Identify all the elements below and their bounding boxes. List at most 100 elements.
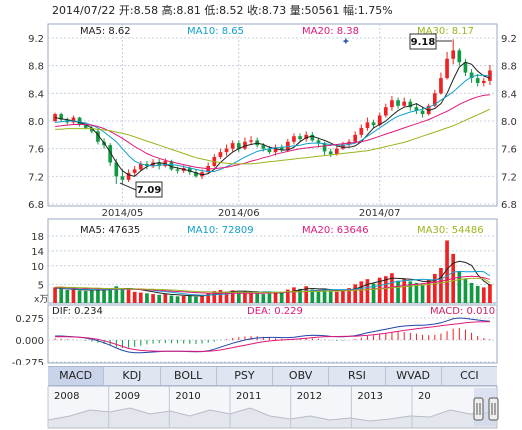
candle-body — [334, 148, 339, 155]
volume-bar — [249, 291, 253, 303]
volume-bar — [163, 294, 168, 303]
open-value: 8.58 — [133, 4, 159, 17]
volume-y-ticks: 18 14 10 5 — [31, 232, 44, 291]
candle-body — [236, 143, 241, 149]
volume-bar — [108, 288, 113, 303]
candle-body — [89, 127, 94, 132]
volume-bar — [414, 282, 419, 303]
high-label: 高: — [161, 4, 177, 17]
timeline-year-label: 2011 — [236, 391, 261, 402]
candle-body — [359, 127, 364, 135]
volume-ma20-label: MA20: 63646 — [302, 225, 369, 236]
candle-body — [200, 172, 204, 177]
volume-bar — [132, 291, 137, 303]
candle-body — [353, 134, 358, 142]
volume-ma-line — [55, 277, 491, 293]
price-xtick: 2014/06 — [218, 208, 260, 219]
volume-label: 量: — [289, 4, 305, 17]
indicator-tabs: MACD KDJ BOLL PSY OBV RSI WVAD CCI — [48, 366, 497, 386]
timeline-left-handle[interactable] — [473, 397, 484, 421]
price-ma30-label: MA30: 8.17 — [417, 26, 474, 37]
volume-bar — [359, 281, 364, 303]
low-callout-line — [119, 182, 137, 191]
price-ma20-label: MA20: 8.38 — [302, 26, 359, 37]
volume-bar — [59, 288, 64, 303]
price-ma-line — [55, 94, 490, 170]
volume-bar — [383, 276, 388, 303]
event-marker-icon: ⯌ — [342, 37, 349, 47]
candle-body — [126, 172, 131, 180]
volume-bar — [347, 288, 351, 303]
volume-bar — [481, 287, 486, 303]
candle-body — [481, 80, 486, 83]
volume-ytick: 5 — [38, 280, 44, 291]
timeline-year-label: 2013 — [357, 391, 382, 402]
volume-ma5-label: MA5: 47635 — [80, 225, 140, 236]
volume-bar — [298, 288, 302, 303]
volume-bar — [457, 271, 462, 303]
dif-label: DIF: 0.234 — [52, 306, 103, 317]
volume-bar — [89, 289, 94, 303]
candle-body — [414, 107, 419, 111]
candle-body — [175, 169, 180, 171]
volume-bar — [200, 294, 204, 303]
volume-bar — [169, 295, 174, 303]
tab-cci[interactable]: CCI — [460, 369, 479, 382]
candle-body — [457, 50, 462, 63]
tab-wvad[interactable]: WVAD — [386, 367, 442, 385]
price-ytick-right: 7.6 — [501, 145, 517, 156]
candle-body — [390, 100, 394, 108]
tab-psy[interactable]: PSY — [217, 367, 273, 385]
price-ma5-label: MA5: 8.62 — [80, 26, 131, 37]
price-y-ticks: 9.2 9.2 8.8 8.8 8.4 8.4 8.0 8.0 7.6 7.6 7.2 7.2 6.8 6… — [28, 34, 517, 211]
candle-body — [138, 163, 143, 170]
price-ytick-right: 8.8 — [501, 62, 517, 73]
change-label: 幅: — [343, 4, 358, 17]
timeline-years: 2008 2009 2010 2011 2012 2013 20 — [47, 386, 431, 428]
candle-body — [71, 117, 76, 123]
macd-lines — [55, 317, 490, 354]
candle-body — [261, 145, 266, 149]
volume-bar — [463, 278, 468, 303]
price-panel-frame — [47, 23, 498, 207]
volume-bar — [488, 284, 492, 303]
candle-body — [108, 145, 113, 163]
timeline-year-label: 20 — [418, 391, 431, 402]
price-xtick: 2014/05 — [102, 208, 144, 219]
volume-bar — [224, 291, 229, 303]
volume-bar — [402, 278, 407, 303]
tab-kdj[interactable]: KDJ — [104, 367, 161, 385]
timeline-navigator[interactable]: 2008 2009 2010 2011 2012 2013 20 — [0, 386, 522, 430]
candle-body — [426, 105, 431, 115]
tab-macd[interactable]: MACD — [48, 367, 105, 385]
volume-bar — [396, 280, 400, 303]
volume-bar — [71, 289, 76, 303]
volume-bar — [236, 292, 241, 303]
volume-bar — [126, 289, 131, 303]
volume-unit: x万 — [34, 295, 48, 305]
timeline-year-label: 2008 — [54, 391, 79, 402]
macd-label: MACD: 0.010 — [430, 306, 495, 317]
price-ma-line — [55, 108, 491, 165]
candle-body — [328, 151, 333, 155]
tab-boll[interactable]: BOLL — [161, 367, 217, 385]
price-ytick-right: 8.4 — [501, 89, 517, 100]
tab-obv[interactable]: OBV — [273, 367, 330, 385]
candle-body — [279, 147, 284, 151]
volume-bar — [65, 289, 70, 303]
volume-bar — [273, 291, 278, 303]
price-ytick-left: 7.2 — [28, 172, 44, 183]
volume-bar — [218, 289, 223, 303]
candle-body — [132, 169, 137, 173]
volume-bar — [426, 279, 431, 303]
volume-bar — [255, 293, 260, 303]
volume-bar — [432, 273, 437, 303]
tab-rsi[interactable]: RSI — [329, 367, 386, 385]
timeline-right-handle[interactable] — [488, 397, 499, 421]
volume-bar — [328, 290, 333, 303]
low-callout: 7.09 — [119, 181, 163, 198]
volume-ytick: 10 — [31, 262, 44, 273]
candle-body — [187, 168, 192, 173]
candle-body — [120, 176, 125, 180]
volume-bar — [439, 268, 443, 303]
